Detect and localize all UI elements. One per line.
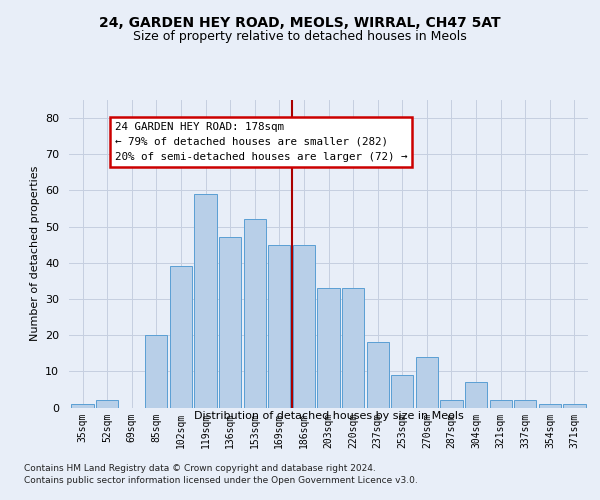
Text: Size of property relative to detached houses in Meols: Size of property relative to detached ho… (133, 30, 467, 43)
Text: Contains HM Land Registry data © Crown copyright and database right 2024.: Contains HM Land Registry data © Crown c… (24, 464, 376, 473)
Bar (194, 194, 217, 408)
Bar (342, 288, 364, 408)
Y-axis label: Number of detached properties: Number of detached properties (29, 166, 40, 342)
Bar (96, 400, 118, 407)
Text: Distribution of detached houses by size in Meols: Distribution of detached houses by size … (194, 411, 464, 421)
Bar (317, 288, 340, 408)
Bar (440, 400, 463, 407)
Bar (416, 357, 438, 408)
Bar (268, 244, 290, 408)
Bar (391, 375, 413, 408)
Bar (244, 220, 266, 408)
Bar (367, 342, 389, 407)
Bar (514, 400, 536, 407)
Bar (293, 244, 315, 408)
Bar (71, 404, 94, 407)
Bar (145, 335, 167, 407)
Bar (219, 238, 241, 408)
Text: 24, GARDEN HEY ROAD, MEOLS, WIRRAL, CH47 5AT: 24, GARDEN HEY ROAD, MEOLS, WIRRAL, CH47… (99, 16, 501, 30)
Text: 24 GARDEN HEY ROAD: 178sqm
← 79% of detached houses are smaller (282)
20% of sem: 24 GARDEN HEY ROAD: 178sqm ← 79% of deta… (115, 122, 407, 162)
Text: Contains public sector information licensed under the Open Government Licence v3: Contains public sector information licen… (24, 476, 418, 485)
Bar (465, 382, 487, 407)
Bar (490, 400, 512, 407)
Bar (539, 404, 561, 407)
Bar (170, 266, 192, 408)
Bar (563, 404, 586, 407)
